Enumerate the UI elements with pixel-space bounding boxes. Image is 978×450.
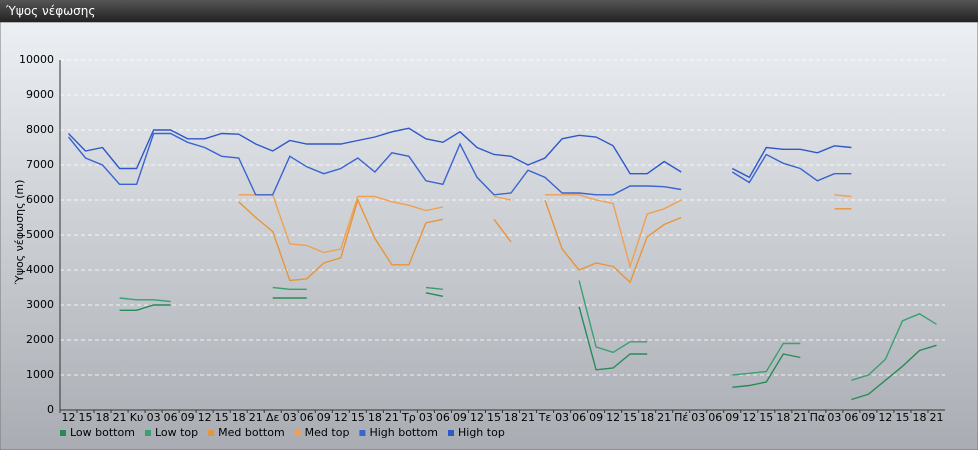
x-tick-label: 18 — [640, 411, 654, 424]
legend-swatch — [359, 430, 366, 436]
x-tick-label: 21 — [929, 411, 943, 424]
x-tick-label: Τε — [538, 411, 552, 424]
x-tick-label: 18 — [96, 411, 110, 424]
x-tick-label: 15 — [895, 411, 909, 424]
x-tick-label: 06 — [300, 411, 314, 424]
x-tick-label: 03 — [555, 411, 569, 424]
series-line — [119, 292, 937, 401]
x-tick-label: 06 — [572, 411, 586, 424]
legend-swatch — [294, 430, 301, 436]
x-tick-label: 06 — [436, 411, 450, 424]
x-tick-label: 15 — [759, 411, 773, 424]
y-tick-label: 0 — [47, 403, 54, 416]
x-tick-label: 09 — [725, 411, 739, 424]
x-tick-label: 15 — [79, 411, 93, 424]
x-tick-label: 21 — [113, 411, 127, 424]
x-tick-label: 06 — [708, 411, 722, 424]
x-tick-label: 12 — [606, 411, 620, 424]
x-tick-label: 21 — [249, 411, 263, 424]
y-tick-label: 3000 — [26, 298, 54, 311]
y-tick-label: 9000 — [26, 88, 54, 101]
series-line — [67, 132, 852, 196]
y-axis-label: Ύψος νέφωσης (m) — [13, 180, 26, 286]
x-tick-label: 09 — [589, 411, 603, 424]
x-tick-label: 09 — [861, 411, 875, 424]
x-tick-label: 15 — [215, 411, 229, 424]
x-tick-label: 12 — [878, 411, 892, 424]
y-tick-label: 2000 — [26, 333, 54, 346]
y-tick-label: 8000 — [26, 123, 54, 136]
chart: Ύψος νέφωσης (m) 0 1000 2000 3000 4000 5000 60… — [0, 22, 978, 450]
x-tick-label: 03 — [147, 411, 161, 424]
x-tick-label: 18 — [232, 411, 246, 424]
legend-label: High bottom — [369, 426, 438, 439]
x-tick-label: Πα — [810, 411, 826, 424]
x-tick-label: 18 — [504, 411, 518, 424]
window-title: Ύψος νέφωσης — [0, 0, 978, 22]
y-tick-label: 5000 — [26, 228, 54, 241]
legend-swatch — [144, 430, 151, 436]
legend-label: Low top — [155, 426, 198, 439]
x-tick-label: 21 — [657, 411, 671, 424]
y-tick-label: 1000 — [26, 368, 54, 381]
x-tick-label: 18 — [776, 411, 790, 424]
x-tick-label: 21 — [521, 411, 535, 424]
y-tick-label: 4000 — [26, 263, 54, 276]
x-tick-label: 03 — [691, 411, 705, 424]
x-tick-label: 09 — [453, 411, 467, 424]
series-line — [238, 197, 852, 284]
legend-swatch — [208, 430, 215, 436]
legend-swatch — [448, 430, 454, 436]
x-tick-label: 03 — [283, 411, 297, 424]
legend-label: Med top — [305, 426, 350, 439]
chart-background — [0, 22, 978, 450]
x-tick-label: 15 — [351, 411, 365, 424]
x-tick-label: 15 — [623, 411, 637, 424]
x-tick-label: 12 — [742, 411, 756, 424]
x-tick-label: 12 — [62, 411, 76, 424]
x-tick-label: Πέ — [674, 411, 688, 424]
x-tick-label: 09 — [317, 411, 331, 424]
x-tick-label: Δε — [266, 411, 280, 424]
x-tick-label: 12 — [334, 411, 348, 424]
x-tick-label: 12 — [470, 411, 484, 424]
x-tick-label: Τρ — [401, 411, 416, 424]
x-tick-label: 09 — [181, 411, 195, 424]
x-tick-label: 15 — [487, 411, 501, 424]
legend-swatch — [60, 430, 66, 436]
x-tick-label: 21 — [385, 411, 399, 424]
x-tick-label: 06 — [164, 411, 178, 424]
x-tick-label: 03 — [827, 411, 841, 424]
legend-label: Low bottom — [70, 426, 135, 439]
series-line — [119, 280, 937, 381]
x-tick-label: 12 — [198, 411, 212, 424]
x-tick-label: Κυ — [130, 411, 144, 424]
y-tick-label: 10000 — [19, 53, 54, 66]
x-tick-label: 06 — [844, 411, 858, 424]
legend-label: Med bottom — [218, 426, 285, 439]
x-tick-label: 21 — [793, 411, 807, 424]
series-line — [67, 127, 852, 179]
y-tick-label: 6000 — [26, 193, 54, 206]
x-tick-label: 18 — [368, 411, 382, 424]
y-tick-label: 7000 — [26, 158, 54, 171]
legend-label: High top — [458, 426, 505, 439]
x-tick-label: 03 — [419, 411, 433, 424]
x-tick-label: 18 — [912, 411, 926, 424]
series-line — [238, 194, 852, 269]
